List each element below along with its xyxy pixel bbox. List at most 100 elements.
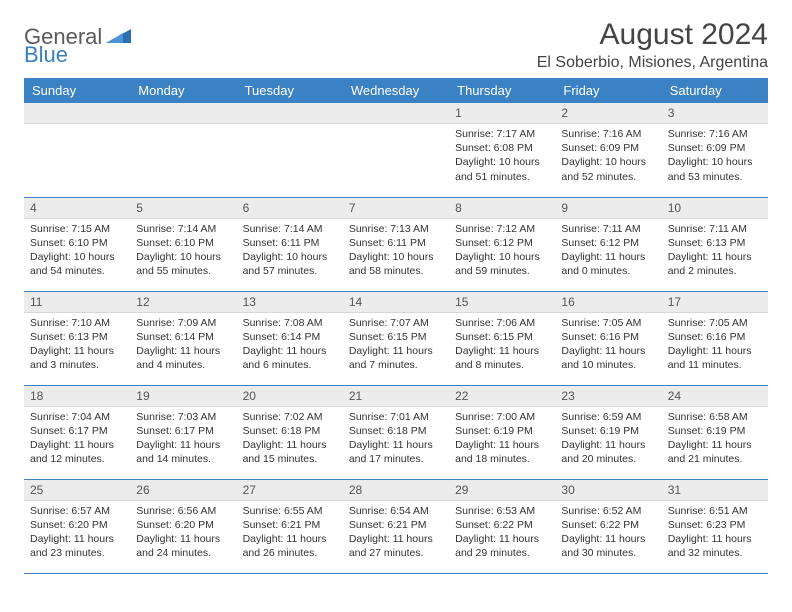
calendar-cell: 23Sunrise: 6:59 AMSunset: 6:19 PMDayligh… bbox=[555, 385, 661, 479]
calendar-cell bbox=[130, 103, 236, 197]
day-number: 31 bbox=[662, 480, 768, 501]
day-number bbox=[24, 103, 130, 124]
calendar-cell: 28Sunrise: 6:54 AMSunset: 6:21 PMDayligh… bbox=[343, 479, 449, 573]
location: El Soberbio, Misiones, Argentina bbox=[537, 54, 768, 72]
calendar-cell: 7Sunrise: 7:13 AMSunset: 6:11 PMDaylight… bbox=[343, 197, 449, 291]
day-number: 13 bbox=[237, 292, 343, 313]
day-content: Sunrise: 7:15 AMSunset: 6:10 PMDaylight:… bbox=[24, 219, 130, 283]
day-content: Sunrise: 7:02 AMSunset: 6:18 PMDaylight:… bbox=[237, 407, 343, 471]
day-number: 2 bbox=[555, 103, 661, 124]
day-content: Sunrise: 6:51 AMSunset: 6:23 PMDaylight:… bbox=[662, 501, 768, 565]
day-number: 28 bbox=[343, 480, 449, 501]
calendar-cell: 29Sunrise: 6:53 AMSunset: 6:22 PMDayligh… bbox=[449, 479, 555, 573]
day-content: Sunrise: 7:12 AMSunset: 6:12 PMDaylight:… bbox=[449, 219, 555, 283]
day-number: 18 bbox=[24, 386, 130, 407]
day-content: Sunrise: 6:53 AMSunset: 6:22 PMDaylight:… bbox=[449, 501, 555, 565]
calendar-cell: 1Sunrise: 7:17 AMSunset: 6:08 PMDaylight… bbox=[449, 103, 555, 197]
calendar-cell: 10Sunrise: 7:11 AMSunset: 6:13 PMDayligh… bbox=[662, 197, 768, 291]
day-content: Sunrise: 7:01 AMSunset: 6:18 PMDaylight:… bbox=[343, 407, 449, 471]
day-content bbox=[237, 124, 343, 131]
day-content bbox=[24, 124, 130, 131]
day-number: 4 bbox=[24, 198, 130, 219]
weekday-header: Tuesday bbox=[237, 78, 343, 103]
calendar-cell: 31Sunrise: 6:51 AMSunset: 6:23 PMDayligh… bbox=[662, 479, 768, 573]
day-content: Sunrise: 6:56 AMSunset: 6:20 PMDaylight:… bbox=[130, 501, 236, 565]
day-content: Sunrise: 7:11 AMSunset: 6:13 PMDaylight:… bbox=[662, 219, 768, 283]
weekday-header: Friday bbox=[555, 78, 661, 103]
day-content: Sunrise: 7:05 AMSunset: 6:16 PMDaylight:… bbox=[662, 313, 768, 377]
calendar-cell: 16Sunrise: 7:05 AMSunset: 6:16 PMDayligh… bbox=[555, 291, 661, 385]
day-number: 19 bbox=[130, 386, 236, 407]
day-number: 1 bbox=[449, 103, 555, 124]
day-content: Sunrise: 7:11 AMSunset: 6:12 PMDaylight:… bbox=[555, 219, 661, 283]
day-number: 12 bbox=[130, 292, 236, 313]
weekday-header: Thursday bbox=[449, 78, 555, 103]
calendar-cell: 17Sunrise: 7:05 AMSunset: 6:16 PMDayligh… bbox=[662, 291, 768, 385]
calendar-cell bbox=[237, 103, 343, 197]
day-number bbox=[130, 103, 236, 124]
day-number: 22 bbox=[449, 386, 555, 407]
day-content: Sunrise: 6:54 AMSunset: 6:21 PMDaylight:… bbox=[343, 501, 449, 565]
day-content: Sunrise: 6:52 AMSunset: 6:22 PMDaylight:… bbox=[555, 501, 661, 565]
weekday-header: Saturday bbox=[662, 78, 768, 103]
day-content: Sunrise: 6:55 AMSunset: 6:21 PMDaylight:… bbox=[237, 501, 343, 565]
day-number: 9 bbox=[555, 198, 661, 219]
calendar-cell: 27Sunrise: 6:55 AMSunset: 6:21 PMDayligh… bbox=[237, 479, 343, 573]
calendar-cell: 14Sunrise: 7:07 AMSunset: 6:15 PMDayligh… bbox=[343, 291, 449, 385]
day-content: Sunrise: 7:00 AMSunset: 6:19 PMDaylight:… bbox=[449, 407, 555, 471]
calendar-cell: 11Sunrise: 7:10 AMSunset: 6:13 PMDayligh… bbox=[24, 291, 130, 385]
day-number: 23 bbox=[555, 386, 661, 407]
weekday-header: Sunday bbox=[24, 78, 130, 103]
day-number: 15 bbox=[449, 292, 555, 313]
calendar-header-row: SundayMondayTuesdayWednesdayThursdayFrid… bbox=[24, 78, 768, 103]
day-content: Sunrise: 7:08 AMSunset: 6:14 PMDaylight:… bbox=[237, 313, 343, 377]
day-number: 6 bbox=[237, 198, 343, 219]
day-number: 29 bbox=[449, 480, 555, 501]
calendar-cell: 18Sunrise: 7:04 AMSunset: 6:17 PMDayligh… bbox=[24, 385, 130, 479]
day-content: Sunrise: 7:13 AMSunset: 6:11 PMDaylight:… bbox=[343, 219, 449, 283]
weekday-header: Monday bbox=[130, 78, 236, 103]
calendar-cell: 26Sunrise: 6:56 AMSunset: 6:20 PMDayligh… bbox=[130, 479, 236, 573]
day-content: Sunrise: 7:07 AMSunset: 6:15 PMDaylight:… bbox=[343, 313, 449, 377]
day-content: Sunrise: 7:09 AMSunset: 6:14 PMDaylight:… bbox=[130, 313, 236, 377]
brand-triangle-icon bbox=[106, 28, 132, 49]
day-number: 17 bbox=[662, 292, 768, 313]
day-number: 11 bbox=[24, 292, 130, 313]
calendar-cell: 9Sunrise: 7:11 AMSunset: 6:12 PMDaylight… bbox=[555, 197, 661, 291]
calendar-cell: 22Sunrise: 7:00 AMSunset: 6:19 PMDayligh… bbox=[449, 385, 555, 479]
day-content: Sunrise: 7:03 AMSunset: 6:17 PMDaylight:… bbox=[130, 407, 236, 471]
calendar-cell: 24Sunrise: 6:58 AMSunset: 6:19 PMDayligh… bbox=[662, 385, 768, 479]
day-number: 24 bbox=[662, 386, 768, 407]
calendar-cell bbox=[24, 103, 130, 197]
calendar-cell: 15Sunrise: 7:06 AMSunset: 6:15 PMDayligh… bbox=[449, 291, 555, 385]
calendar-cell: 8Sunrise: 7:12 AMSunset: 6:12 PMDaylight… bbox=[449, 197, 555, 291]
calendar-cell: 2Sunrise: 7:16 AMSunset: 6:09 PMDaylight… bbox=[555, 103, 661, 197]
day-number: 7 bbox=[343, 198, 449, 219]
calendar-cell: 21Sunrise: 7:01 AMSunset: 6:18 PMDayligh… bbox=[343, 385, 449, 479]
calendar-cell: 3Sunrise: 7:16 AMSunset: 6:09 PMDaylight… bbox=[662, 103, 768, 197]
weekday-header: Wednesday bbox=[343, 78, 449, 103]
day-number: 26 bbox=[130, 480, 236, 501]
calendar-table: SundayMondayTuesdayWednesdayThursdayFrid… bbox=[24, 78, 768, 574]
calendar-cell: 4Sunrise: 7:15 AMSunset: 6:10 PMDaylight… bbox=[24, 197, 130, 291]
calendar-body: 1Sunrise: 7:17 AMSunset: 6:08 PMDaylight… bbox=[24, 103, 768, 573]
day-number: 30 bbox=[555, 480, 661, 501]
day-content: Sunrise: 7:05 AMSunset: 6:16 PMDaylight:… bbox=[555, 313, 661, 377]
calendar-cell: 13Sunrise: 7:08 AMSunset: 6:14 PMDayligh… bbox=[237, 291, 343, 385]
day-number: 21 bbox=[343, 386, 449, 407]
calendar-cell: 5Sunrise: 7:14 AMSunset: 6:10 PMDaylight… bbox=[130, 197, 236, 291]
calendar-cell: 6Sunrise: 7:14 AMSunset: 6:11 PMDaylight… bbox=[237, 197, 343, 291]
day-number: 5 bbox=[130, 198, 236, 219]
month-title: August 2024 bbox=[537, 18, 768, 52]
day-content: Sunrise: 7:14 AMSunset: 6:10 PMDaylight:… bbox=[130, 219, 236, 283]
calendar-cell: 20Sunrise: 7:02 AMSunset: 6:18 PMDayligh… bbox=[237, 385, 343, 479]
day-number: 20 bbox=[237, 386, 343, 407]
day-content: Sunrise: 7:10 AMSunset: 6:13 PMDaylight:… bbox=[24, 313, 130, 377]
day-number: 27 bbox=[237, 480, 343, 501]
day-number: 8 bbox=[449, 198, 555, 219]
day-content: Sunrise: 6:58 AMSunset: 6:19 PMDaylight:… bbox=[662, 407, 768, 471]
day-content: Sunrise: 7:04 AMSunset: 6:17 PMDaylight:… bbox=[24, 407, 130, 471]
day-number bbox=[343, 103, 449, 124]
day-content: Sunrise: 6:59 AMSunset: 6:19 PMDaylight:… bbox=[555, 407, 661, 471]
day-content: Sunrise: 7:16 AMSunset: 6:09 PMDaylight:… bbox=[555, 124, 661, 188]
